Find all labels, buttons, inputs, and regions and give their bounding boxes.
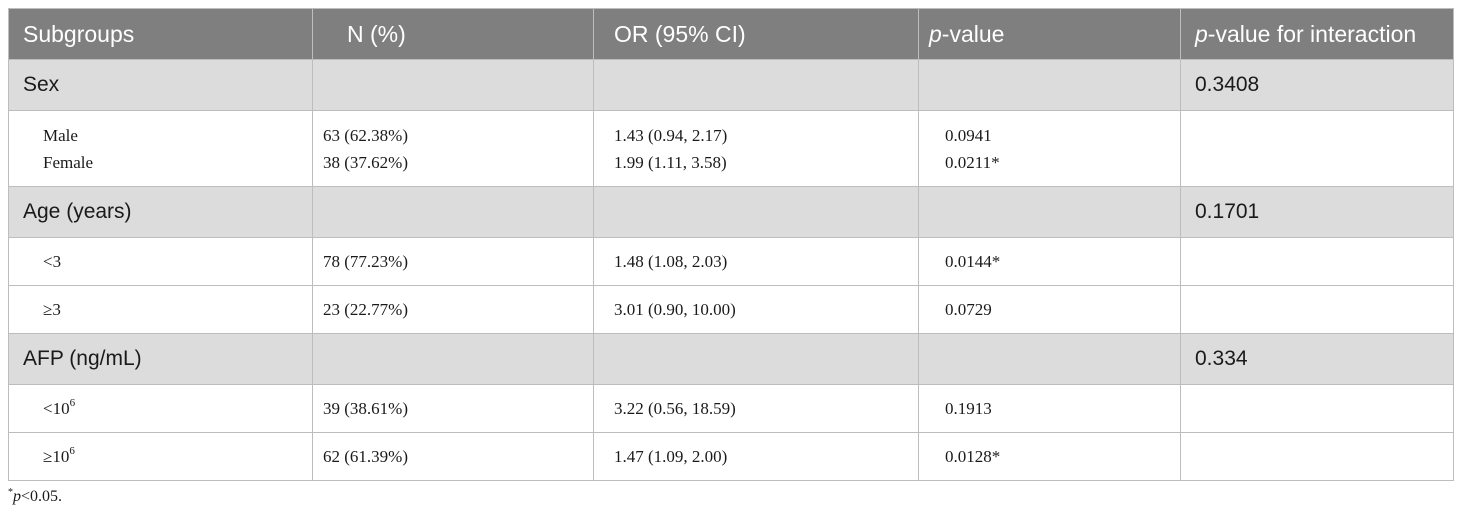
header-p-rest: -value (941, 20, 1005, 47)
group-label: Sex (8, 59, 313, 111)
table-row: <3 78 (77.23%) 1.48 (1.08, 2.03) 0.0144* (8, 237, 1454, 286)
header-pint-italic: p (1195, 20, 1208, 47)
table-row: ≥3 23 (22.77%) 3.01 (0.90, 10.00) 0.0729 (8, 285, 1454, 334)
group-row-age: Age (years) 0.1701 (8, 186, 1454, 238)
or-ci-cell: 3.22 (0.56, 18.59) (593, 384, 919, 433)
header-pint-rest: -value for interaction (1207, 20, 1417, 47)
group-row-sex: Sex 0.3408 (8, 59, 1454, 111)
header-p-value: p-value (918, 8, 1181, 60)
n-percent-cell: 23 (22.77%) (312, 285, 594, 334)
p-value-cell: 0.0144* (918, 237, 1181, 286)
p-interaction-value: 0.1701 (1180, 186, 1454, 238)
subgroup-cell: ≥106 (8, 432, 313, 481)
or-ci-cell: 1.47 (1.09, 2.00) (593, 432, 919, 481)
p-value-cell: 0.0729 (918, 285, 1181, 334)
p-value-cell: 0.1913 (918, 384, 1181, 433)
subgroup-analysis-table: Subgroups N (%) OR (95% CI) p-value p-va… (8, 8, 1454, 481)
group-label: AFP (ng/mL) (8, 333, 313, 385)
group-row-afp: AFP (ng/mL) 0.334 (8, 333, 1454, 385)
subgroup-cell: <3 (8, 237, 313, 286)
or-ci-cell: 1.43 (0.94, 2.17) 1.99 (1.11, 3.58) (593, 110, 919, 187)
subgroup-cell: Male Female (8, 110, 313, 187)
p-value-cell: 0.0941 0.0211* (918, 110, 1181, 187)
n-percent-cell: 39 (38.61%) (312, 384, 594, 433)
or-ci-cell: 3.01 (0.90, 10.00) (593, 285, 919, 334)
table-container: Subgroups N (%) OR (95% CI) p-value p-va… (8, 8, 1454, 481)
p-interaction-value: 0.3408 (1180, 59, 1454, 111)
p-value-cell: 0.0128* (918, 432, 1181, 481)
subgroup-cell: <106 (8, 384, 313, 433)
header-p-interaction: p-value for interaction (1180, 8, 1454, 60)
or-ci-cell: 1.48 (1.08, 2.03) (593, 237, 919, 286)
table-row: ≥106 62 (61.39%) 1.47 (1.09, 2.00) 0.012… (8, 432, 1454, 481)
table-row: Male Female 63 (62.38%) 38 (37.62%) 1.43… (8, 110, 1454, 187)
header-subgroups: Subgroups (8, 8, 313, 60)
header-or-ci: OR (95% CI) (593, 8, 919, 60)
group-label: Age (years) (8, 186, 313, 238)
header-n-percent: N (%) (312, 8, 594, 60)
n-percent-cell: 63 (62.38%) 38 (37.62%) (312, 110, 594, 187)
header-row: Subgroups N (%) OR (95% CI) p-value p-va… (8, 8, 1454, 60)
table-row: <106 39 (38.61%) 3.22 (0.56, 18.59) 0.19… (8, 384, 1454, 433)
subgroup-cell: ≥3 (8, 285, 313, 334)
n-percent-cell: 62 (61.39%) (312, 432, 594, 481)
n-percent-cell: 78 (77.23%) (312, 237, 594, 286)
table-footnote: *p<0.05. (8, 487, 63, 506)
header-p-italic: p (929, 20, 942, 47)
p-interaction-value: 0.334 (1180, 333, 1454, 385)
